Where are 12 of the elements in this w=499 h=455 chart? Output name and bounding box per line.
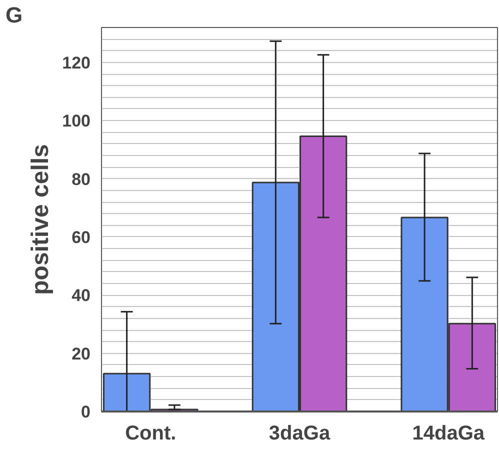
y-tick-label: 60: [72, 228, 91, 247]
y-tick-label: 120: [62, 53, 91, 72]
y-tick-label: 40: [72, 286, 91, 306]
y-tick-label: 80: [72, 170, 91, 189]
y-tick-label: 20: [72, 344, 91, 364]
y-axis-title: positive cells: [27, 144, 54, 295]
y-tick-label: 0: [81, 402, 91, 422]
text: G: [6, 2, 23, 28]
x-tick-label: Cont.: [125, 422, 176, 444]
x-tick-label: 14daGa: [412, 422, 486, 444]
x-tick-label: 3daGa: [268, 422, 331, 444]
y-tick-label: 100: [62, 112, 91, 131]
